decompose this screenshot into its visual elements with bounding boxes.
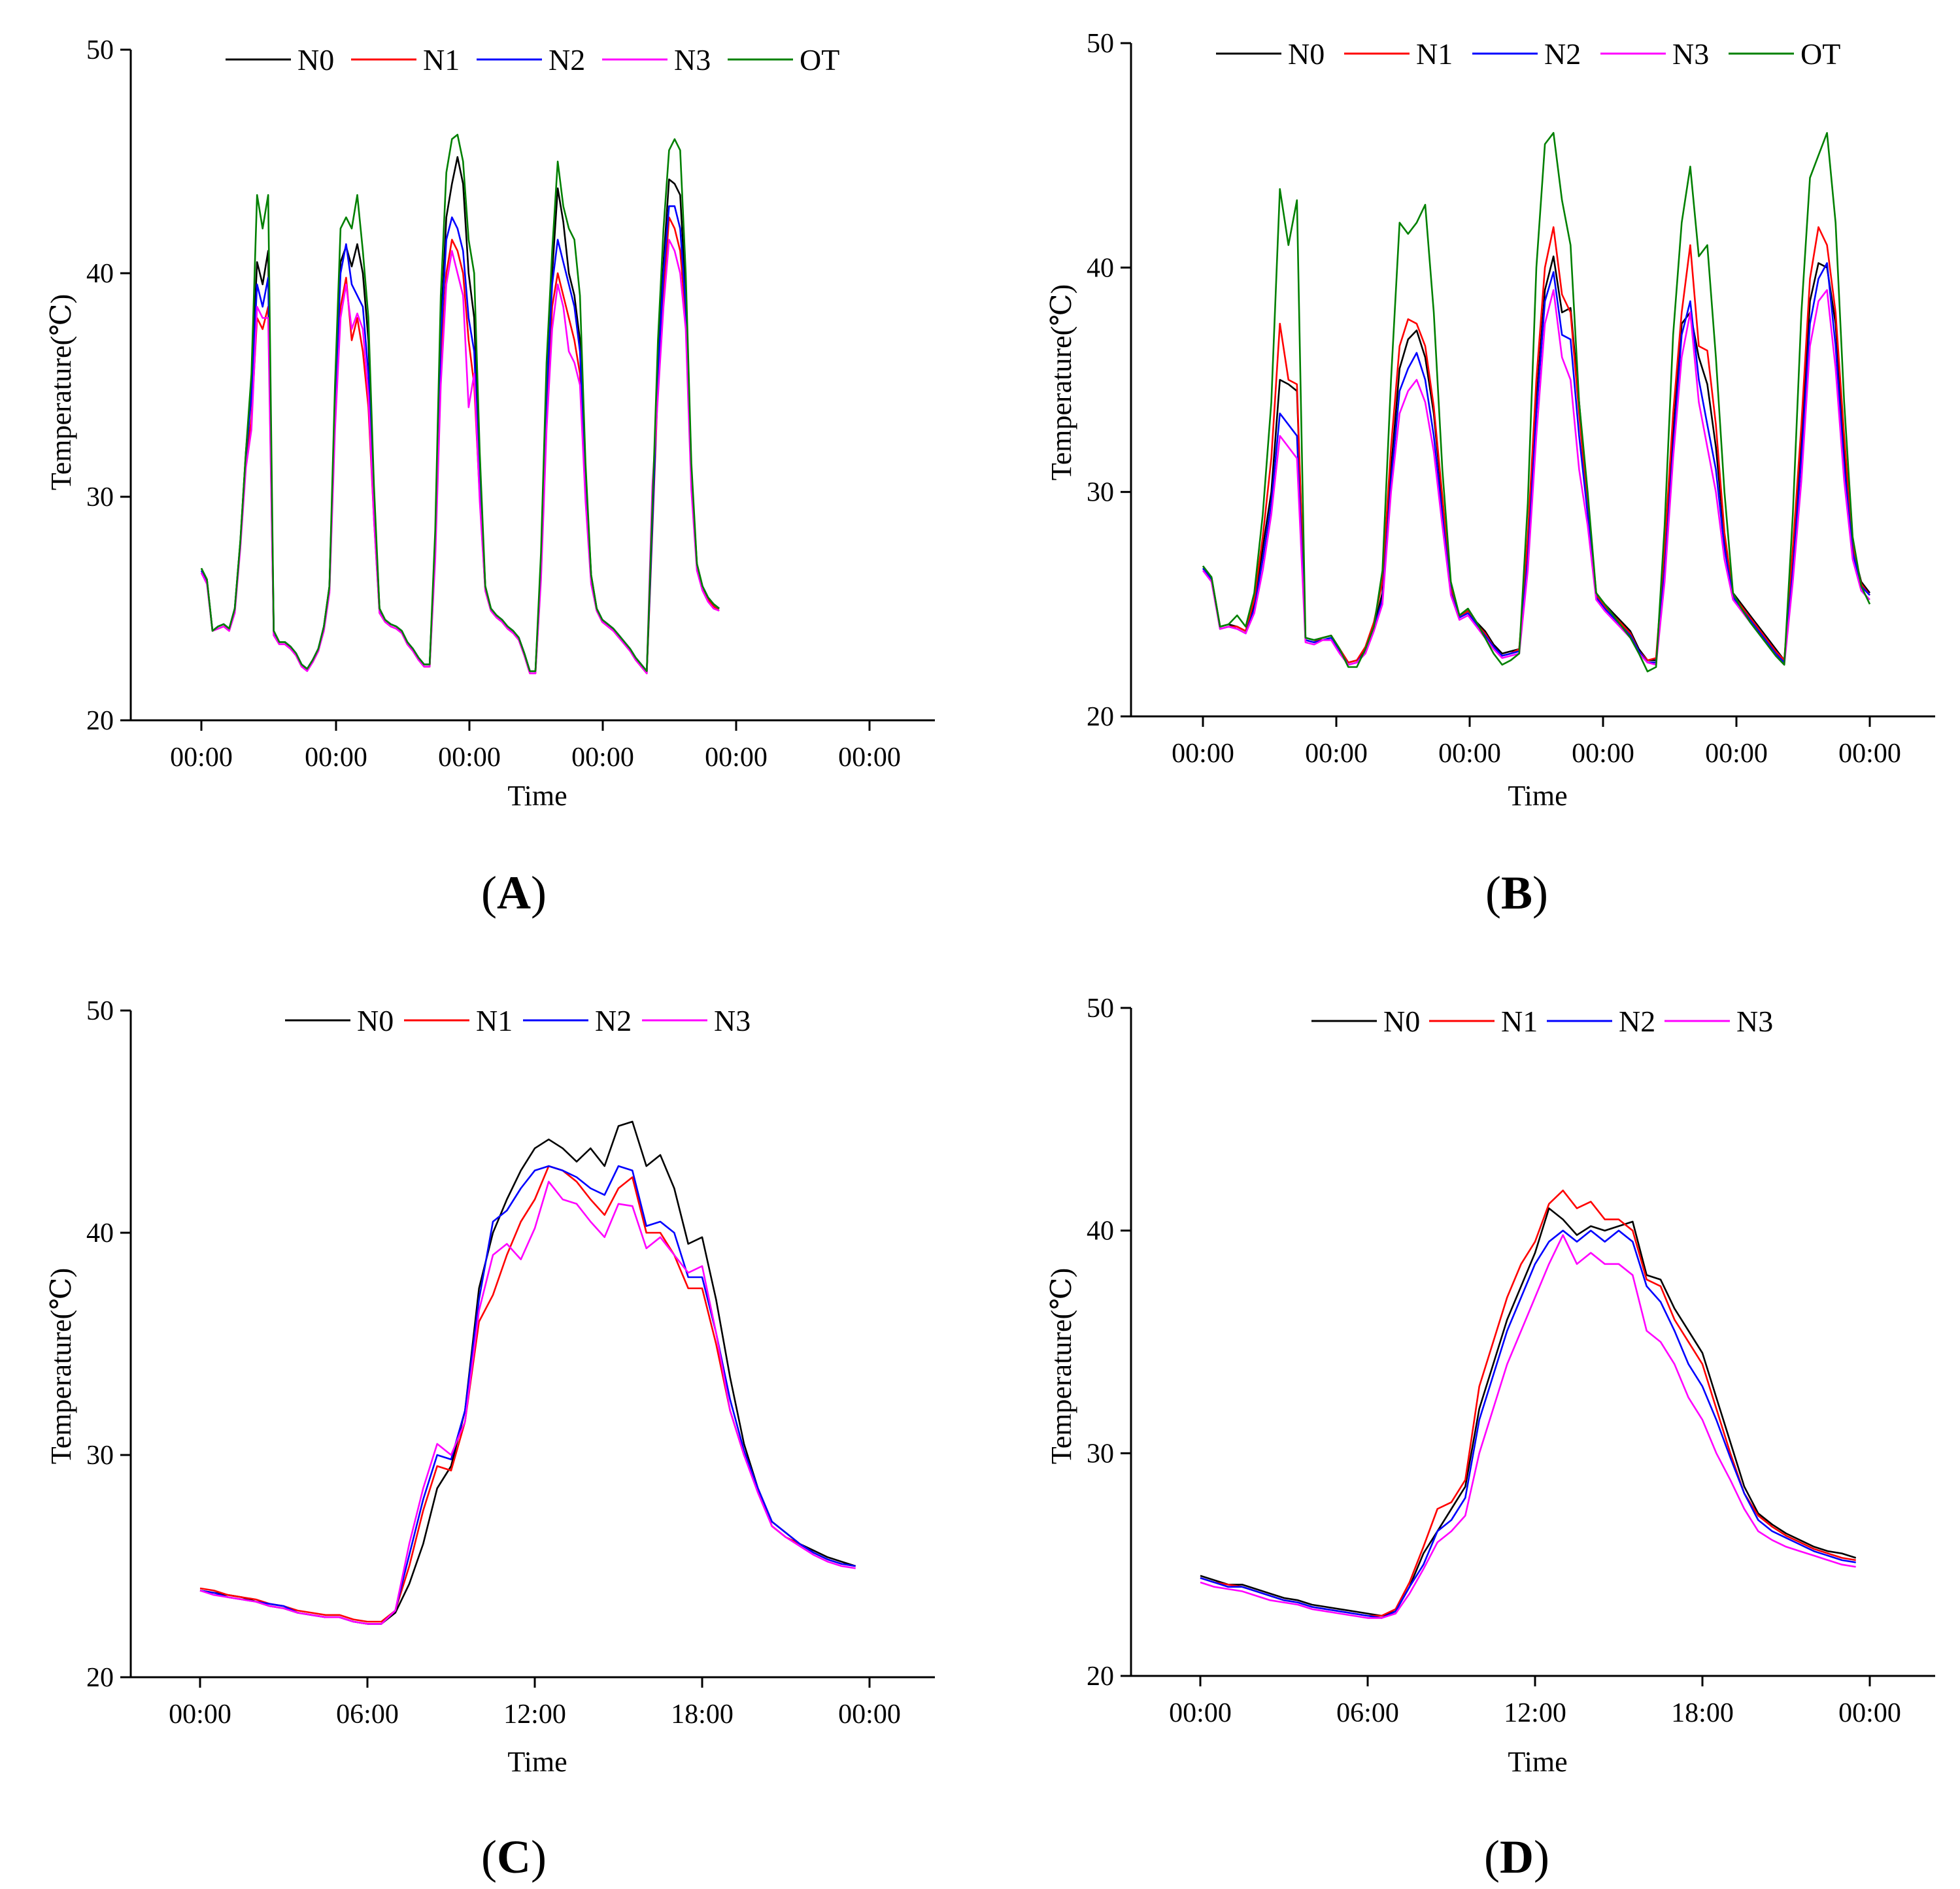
x-axis-title-a: Time	[507, 780, 567, 812]
y-tick-label: 20	[86, 1663, 114, 1693]
panel-label-d: (D)	[1484, 1831, 1549, 1883]
series-line-n0-d	[1200, 1207, 1857, 1617]
legend-label-n2: N2	[1619, 1005, 1655, 1038]
series-line-n3-c	[199, 1180, 856, 1625]
series-line-n2-b	[1202, 262, 1870, 666]
x-tick-label: 00:00	[1305, 739, 1368, 769]
x-tick-label: 00:00	[1172, 739, 1234, 769]
y-tick-label: 40	[1087, 1216, 1114, 1246]
x-tick-label: 00:00	[1705, 739, 1768, 769]
chart-panel-b: 20 30 40 50 00:00 00:00 00:00 00:00 00:00 00:00 N0…	[1045, 29, 1935, 919]
x-tick-label: 00:00	[1438, 739, 1501, 769]
chart-panel-d: 20 30 40 50 00:00 06:00 12:00 18:00 00:00 N0 N1 N2 N…	[1045, 994, 1935, 1883]
x-tick-label: 00:00	[438, 743, 501, 773]
legend-label-n3: N3	[1672, 37, 1709, 71]
x-tick-label: 00:00	[170, 743, 233, 773]
y-tick-label: 50	[1087, 994, 1114, 1024]
series-line-n3-d	[1200, 1234, 1856, 1619]
legend-label-n0: N0	[1383, 1005, 1420, 1038]
x-tick-label: 06:00	[1336, 1698, 1399, 1728]
x-tick-label: 00:00	[838, 1699, 901, 1730]
plot-area-a: 20 30 40 50 00:00 00:00 00:00 00:00 00:00 00:00 N0…	[86, 35, 935, 773]
legend-label-n3: N3	[674, 43, 711, 76]
legend-label-n0: N0	[1288, 37, 1325, 71]
legend-label-n2: N2	[595, 1004, 632, 1037]
y-axis-title-b: Temperature(℃)	[1045, 284, 1077, 480]
plot-area-b: 20 30 40 50 00:00 00:00 00:00 00:00 00:00 00:00 N0…	[1087, 29, 1935, 769]
plot-area-d: 20 30 40 50 00:00 06:00 12:00 18:00 00:00 N0 N1 N2 N…	[1087, 994, 1935, 1728]
y-tick-label: 20	[1087, 1662, 1114, 1692]
legend-label-n1: N1	[1501, 1005, 1538, 1038]
panel-label-b: (B)	[1485, 867, 1548, 919]
chart-panel-c: 20 30 40 50 00:00 06:00 12:00 18:00 00:00 N0 N1 N2 N…	[45, 996, 935, 1883]
y-tick-label: 50	[86, 996, 114, 1026]
legend-label-n3: N3	[1736, 1005, 1773, 1038]
legend-label-n1: N1	[476, 1004, 513, 1037]
y-tick-label: 30	[1087, 1439, 1114, 1469]
x-tick-label: 18:00	[1671, 1698, 1734, 1728]
y-axis-title-a: Temperature(℃)	[45, 294, 77, 490]
x-tick-label: 00:00	[169, 1699, 231, 1730]
series-line-ot-a	[200, 133, 720, 673]
x-tick-label: 00:00	[1572, 739, 1634, 769]
legend-label-n0: N0	[357, 1004, 394, 1037]
y-tick-label: 50	[86, 35, 114, 65]
series-line-ot-b	[1202, 132, 1871, 673]
legend-label-n2: N2	[1544, 37, 1581, 71]
legend-label-ot: OT	[800, 43, 839, 76]
x-tick-label: 00:00	[1838, 739, 1901, 769]
series-line-n2-d	[1200, 1229, 1856, 1619]
x-tick-label: 00:00	[1169, 1698, 1232, 1728]
x-tick-label: 00:00	[305, 743, 367, 773]
legend-label-n3: N3	[714, 1004, 751, 1037]
y-tick-label: 40	[1087, 253, 1114, 283]
y-tick-label: 20	[86, 706, 114, 736]
legend-label-n0: N0	[297, 43, 334, 76]
y-tick-label: 30	[86, 482, 114, 512]
legend-label-n2: N2	[549, 43, 585, 76]
y-tick-label: 40	[86, 1218, 114, 1248]
y-axis-title-c: Temperature(℃)	[45, 1268, 77, 1464]
y-tick-label: 50	[1087, 29, 1114, 59]
x-tick-label: 00:00	[571, 743, 634, 773]
series-line-n3-a	[200, 239, 720, 675]
y-tick-label: 20	[1087, 702, 1114, 732]
y-tick-label: 40	[86, 259, 114, 289]
x-axis-title-c: Time	[507, 1746, 567, 1778]
x-axis-title-d: Time	[1508, 1746, 1567, 1778]
legend-label-n1: N1	[1416, 37, 1453, 71]
x-tick-label: 12:00	[1504, 1698, 1566, 1728]
plot-area-c: 20 30 40 50 00:00 06:00 12:00 18:00 00:00 N0 N1 N2 N…	[86, 996, 935, 1730]
x-tick-label: 00:00	[705, 743, 768, 773]
x-tick-label: 12:00	[503, 1699, 566, 1730]
x-tick-label: 00:00	[838, 743, 901, 773]
x-tick-label: 18:00	[671, 1699, 734, 1730]
x-tick-label: 00:00	[1838, 1698, 1901, 1728]
x-tick-label: 06:00	[336, 1699, 399, 1730]
legend-label-ot: OT	[1800, 37, 1840, 71]
y-tick-label: 30	[86, 1441, 114, 1471]
x-axis-title-b: Time	[1508, 780, 1567, 812]
legend-label-n1: N1	[423, 43, 460, 76]
y-axis-title-d: Temperature(℃)	[1045, 1268, 1077, 1464]
y-tick-label: 30	[1087, 478, 1114, 508]
chart-panel-a: 20 30 40 50 00:00 00:00 00:00 00:00 00:00 00:00 N0…	[45, 35, 935, 919]
panel-label-a: (A)	[481, 867, 547, 919]
panel-label-c: (C)	[481, 1831, 547, 1883]
